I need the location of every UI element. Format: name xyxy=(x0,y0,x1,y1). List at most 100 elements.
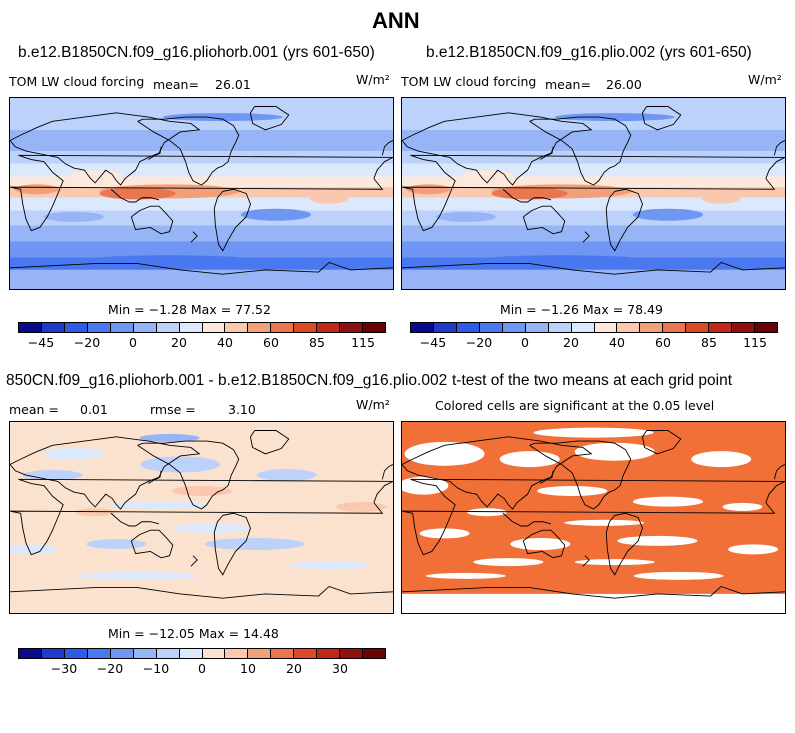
panel2-variable: TOM LW cloud forcing xyxy=(401,74,537,89)
colorbar-swatch xyxy=(317,323,341,332)
colorbar-swatch xyxy=(732,323,756,332)
colorbar-swatch xyxy=(755,323,777,332)
colorbar-swatch xyxy=(225,649,249,658)
panel1-mean-value: 26.01 xyxy=(215,77,251,92)
coastline xyxy=(502,188,552,203)
colorbar-swatch xyxy=(87,649,111,658)
colorbar-tick-label: −20 xyxy=(73,335,101,350)
colorbar-tick-label: 10 xyxy=(240,661,256,676)
panel3-mean-value: 0.01 xyxy=(80,402,108,417)
coastline xyxy=(540,146,554,160)
colorbar-tick-label: 85 xyxy=(701,335,717,350)
insignificant-region xyxy=(617,535,698,546)
colorbar-swatch xyxy=(41,323,65,332)
panel1-minmax: Min = −1.28 Max = 77.52 xyxy=(108,302,271,317)
difference-positive xyxy=(336,501,387,512)
colorbar-swatch xyxy=(594,323,618,332)
colorbar-swatch xyxy=(202,649,226,658)
colorbar-swatch xyxy=(225,323,249,332)
coastline xyxy=(381,140,393,156)
difference-anomaly xyxy=(86,539,147,550)
coastline xyxy=(641,430,682,455)
colorbar-swatch xyxy=(433,323,457,332)
insignificant-region xyxy=(691,451,752,468)
coastline xyxy=(110,512,160,527)
difference-anomaly xyxy=(108,500,209,509)
colorbar-swatch xyxy=(133,323,157,332)
monsoon-region xyxy=(69,170,122,179)
colorbar-swatch xyxy=(525,323,549,332)
panel1-title: b.e12.B1850CN.f09_g16.pliohorb.001 (yrs … xyxy=(18,44,375,61)
panel3-rmse-label: rmse = xyxy=(150,402,196,417)
insignificant-region xyxy=(632,496,703,507)
coastline xyxy=(10,478,393,556)
insignificant-region xyxy=(510,538,571,551)
coastline xyxy=(381,464,393,480)
figure-title: ANN xyxy=(372,8,420,33)
colorbar-swatch xyxy=(617,323,641,332)
subtropical-low xyxy=(435,211,496,222)
panel3-map xyxy=(9,421,394,614)
colorbar-swatch xyxy=(363,323,385,332)
colorbar-tick-label: 20 xyxy=(171,335,187,350)
colorbar-swatch xyxy=(456,323,480,332)
colorbar-swatch xyxy=(294,649,318,658)
coastline xyxy=(402,478,785,556)
panel2-title: b.e12.B1850CN.f09_g16.plio.002 (yrs 601-… xyxy=(426,44,752,61)
colorbar-swatch xyxy=(548,323,572,332)
coastline xyxy=(10,112,201,186)
colorbar-tick-label: 20 xyxy=(563,335,579,350)
colorbar-tick-label: 40 xyxy=(217,335,233,350)
insignificant-region xyxy=(537,485,608,496)
colorbar-tick-label: −20 xyxy=(465,335,493,350)
difference-anomaly xyxy=(139,433,200,442)
panel1-colorbar xyxy=(18,322,386,333)
difference-anomaly xyxy=(256,469,317,482)
colorbar-swatch xyxy=(317,649,341,658)
panel1-units: W/m² xyxy=(356,72,390,87)
panel1-map xyxy=(9,97,394,290)
colorbar-swatch xyxy=(133,649,157,658)
colorbar-swatch xyxy=(340,323,364,332)
monsoon-region xyxy=(461,170,514,179)
colorbar-swatch xyxy=(156,649,180,658)
panel3-title: 850CN.f09_g16.pliohorb.001 - b.e12.B1850… xyxy=(6,372,448,389)
colorbar-swatch xyxy=(248,323,272,332)
colorbar-swatch xyxy=(41,649,65,658)
coastline xyxy=(137,116,240,186)
southern-ocean-low xyxy=(89,255,250,264)
coastline xyxy=(249,106,290,131)
coastline xyxy=(10,585,393,599)
coastline xyxy=(522,205,566,235)
coastline xyxy=(130,529,174,559)
coastline xyxy=(148,470,162,484)
difference-positive xyxy=(75,508,116,517)
colorbar-swatch xyxy=(686,323,710,332)
panel4-map xyxy=(401,421,786,614)
colorbar-tick-label: −30 xyxy=(50,661,78,676)
panel1-mean-label: mean= xyxy=(153,77,199,92)
coastline xyxy=(10,436,201,510)
africa-convection xyxy=(406,184,451,195)
coastline xyxy=(249,430,290,455)
colorbar-swatch xyxy=(294,323,318,332)
colorbar-swatch xyxy=(87,323,111,332)
panel2-colorbar xyxy=(410,322,778,333)
insignificant-region xyxy=(728,544,779,555)
colorbar-tick-label: −10 xyxy=(142,661,170,676)
insignificant-region xyxy=(404,441,485,466)
africa-convection xyxy=(14,184,59,195)
insignificant-region xyxy=(722,502,763,511)
insignificant-region xyxy=(425,572,506,579)
colorbar-tick-label: 60 xyxy=(263,335,279,350)
colorbar-swatch xyxy=(156,323,180,332)
panel2-mean-label: mean= xyxy=(545,77,591,92)
coastline xyxy=(529,116,632,186)
coastline xyxy=(213,512,251,576)
colorbar-tick-label: −20 xyxy=(96,661,124,676)
colorbar-swatch xyxy=(363,649,385,658)
coastline xyxy=(402,436,593,510)
arctic-low xyxy=(554,113,675,122)
amazon-convection xyxy=(309,191,350,204)
coastline xyxy=(213,188,251,252)
